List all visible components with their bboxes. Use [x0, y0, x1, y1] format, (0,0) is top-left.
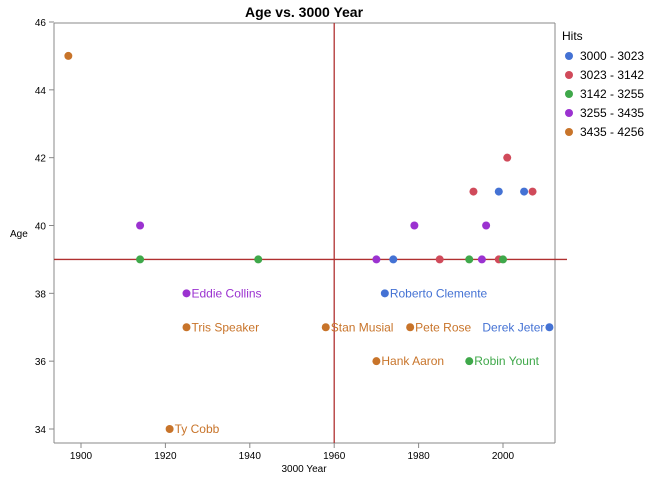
legend-entry: 3255 - 3435 — [580, 106, 644, 120]
data-point — [465, 357, 474, 366]
data-label: Stan Musial — [331, 320, 394, 334]
legend-marker — [565, 128, 573, 136]
data-point — [372, 255, 381, 264]
legend-entry: 3023 - 3142 — [580, 68, 644, 82]
data-point — [389, 255, 398, 264]
y-tick-label: 38 — [35, 289, 47, 300]
data-label: Tris Speaker — [192, 320, 260, 334]
data-label: Derek Jeter — [482, 320, 544, 334]
legend-entry: 3435 - 4256 — [580, 125, 644, 139]
y-tick-label: 36 — [35, 357, 47, 368]
x-tick-label: 1920 — [154, 451, 177, 462]
y-tick-label: 44 — [35, 86, 47, 97]
data-point — [477, 255, 486, 264]
data-point — [380, 289, 389, 298]
data-point — [254, 255, 263, 264]
data-label: Roberto Clemente — [390, 286, 488, 300]
data-point — [503, 153, 512, 162]
y-axis-label: Age — [10, 229, 28, 240]
data-point — [406, 323, 415, 332]
x-tick-label: 2000 — [492, 451, 515, 462]
data-label: Eddie Collins — [192, 286, 262, 300]
x-tick-label: 1980 — [407, 451, 430, 462]
data-point — [136, 221, 145, 230]
y-tick-label: 40 — [35, 222, 47, 233]
x-tick-label: 1960 — [323, 451, 346, 462]
data-label: Pete Rose — [415, 320, 471, 334]
chart-title: Age vs. 3000 Year — [245, 4, 364, 20]
data-point — [64, 51, 73, 60]
data-point — [482, 221, 491, 230]
legend-marker — [565, 90, 573, 98]
data-point — [520, 187, 529, 196]
legend-marker — [565, 52, 573, 60]
y-tick-label: 42 — [35, 154, 47, 165]
legend-entry: 3142 - 3255 — [580, 87, 644, 101]
data-point — [182, 323, 191, 332]
data-point — [545, 323, 554, 332]
data-point — [165, 425, 174, 433]
data-point — [494, 187, 503, 196]
y-tick-label: 34 — [35, 425, 47, 436]
data-point — [469, 187, 478, 196]
legend-marker — [565, 71, 573, 79]
x-axis-label: 3000 Year — [281, 464, 327, 475]
x-tick-label: 1940 — [239, 451, 262, 462]
data-point — [465, 255, 474, 264]
data-point — [499, 255, 507, 264]
data-point — [435, 255, 444, 264]
data-label: Hank Aaron — [381, 354, 444, 368]
y-tick-label: 46 — [35, 18, 47, 29]
data-point — [372, 357, 381, 366]
data-point — [182, 289, 191, 298]
data-point — [528, 187, 537, 196]
data-point — [136, 255, 145, 264]
data-point — [410, 221, 419, 230]
legend-marker — [565, 109, 573, 117]
data-label: Robin Yount — [474, 354, 539, 368]
data-label: Ty Cobb — [175, 422, 220, 436]
data-point — [321, 323, 330, 332]
legend-title: Hits — [562, 29, 583, 43]
legend-entry: 3000 - 3023 — [580, 49, 644, 63]
x-tick-label: 1900 — [70, 451, 93, 462]
